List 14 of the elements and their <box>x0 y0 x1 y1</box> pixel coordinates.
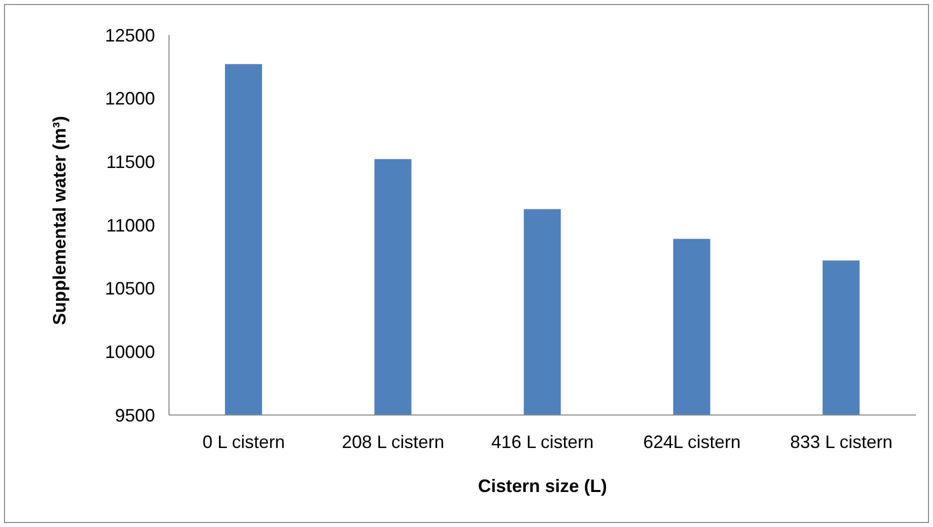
x-tick-label: 624L cistern <box>643 432 741 452</box>
y-tick-label: 10000 <box>104 342 155 362</box>
y-tick-label: 10500 <box>104 278 155 299</box>
x-tick-label: 833 L cistern <box>790 432 893 452</box>
y-tick-label: 11500 <box>106 152 155 172</box>
x-axis-title: Cistern size (L) <box>478 476 608 496</box>
y-tick-label: 12500 <box>104 25 155 46</box>
y-axis-title: Supplemental water (m³) <box>49 116 70 325</box>
y-tick-label: 9500 <box>114 405 155 426</box>
x-tick-label: 416 L cistern <box>491 432 594 452</box>
y-tick-label: 12000 <box>104 88 155 109</box>
x-tick-label: 208 L cistern <box>342 432 444 452</box>
x-tick-label: 0 L cistern <box>202 432 285 452</box>
y-tick-label: 11000 <box>106 215 155 236</box>
